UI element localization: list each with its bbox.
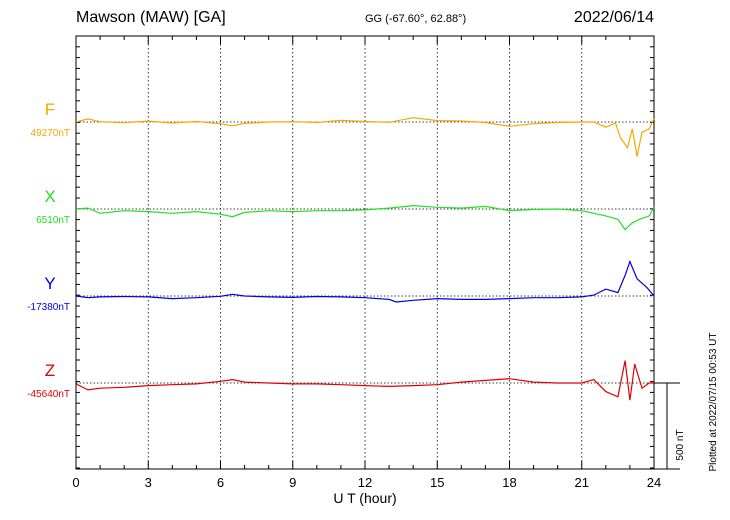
plotted-at-note: Plotted at 2022/07/15 00:53 UT (708, 333, 719, 472)
scale-bar: 500 nT (654, 382, 686, 470)
series-baseline-label-y: -17380nT (27, 302, 70, 313)
series-lines (75, 117, 655, 401)
series-line-y (75, 259, 655, 303)
x-tick-label: 0 (72, 475, 79, 490)
series-baseline-label-z: -45640nT (27, 389, 70, 400)
x-tick-label: 6 (217, 475, 224, 490)
series-name-x: X (44, 187, 55, 206)
series-baseline-label-x: 6510nT (36, 215, 70, 226)
x-tick-label: 15 (430, 475, 444, 490)
series-line-f (75, 117, 655, 157)
scale-bar-label: 500 nT (675, 429, 686, 460)
date-label: 2022/06/14 (574, 9, 654, 26)
x-tick-label: 3 (145, 475, 152, 490)
series-line-z (75, 360, 654, 401)
coordinates-label: GG (-67.60°, 62.88°) (365, 13, 466, 25)
station-title: Mawson (MAW) [GA] (76, 9, 226, 26)
x-tick-label: 24 (647, 475, 661, 490)
series-name-y: Y (44, 274, 55, 293)
series-line-x (75, 204, 655, 231)
axis-ticks: 0 3 6 9 12 15 18 21 24 (72, 35, 661, 490)
grid-lines (147, 36, 583, 469)
series-baseline-label-f: 49270nT (31, 128, 70, 139)
x-tick-label: 21 (575, 475, 589, 490)
series-name-f: F (45, 100, 55, 119)
x-axis-label: U T (hour) (333, 490, 396, 506)
x-tick-label: 12 (358, 475, 372, 490)
x-tick-label: 9 (289, 475, 296, 490)
x-tick-label: 18 (502, 475, 516, 490)
series-labels: F 49270nT X 6510nT Y -17380nT Z -45640nT (27, 100, 70, 400)
series-name-z: Z (45, 361, 55, 380)
